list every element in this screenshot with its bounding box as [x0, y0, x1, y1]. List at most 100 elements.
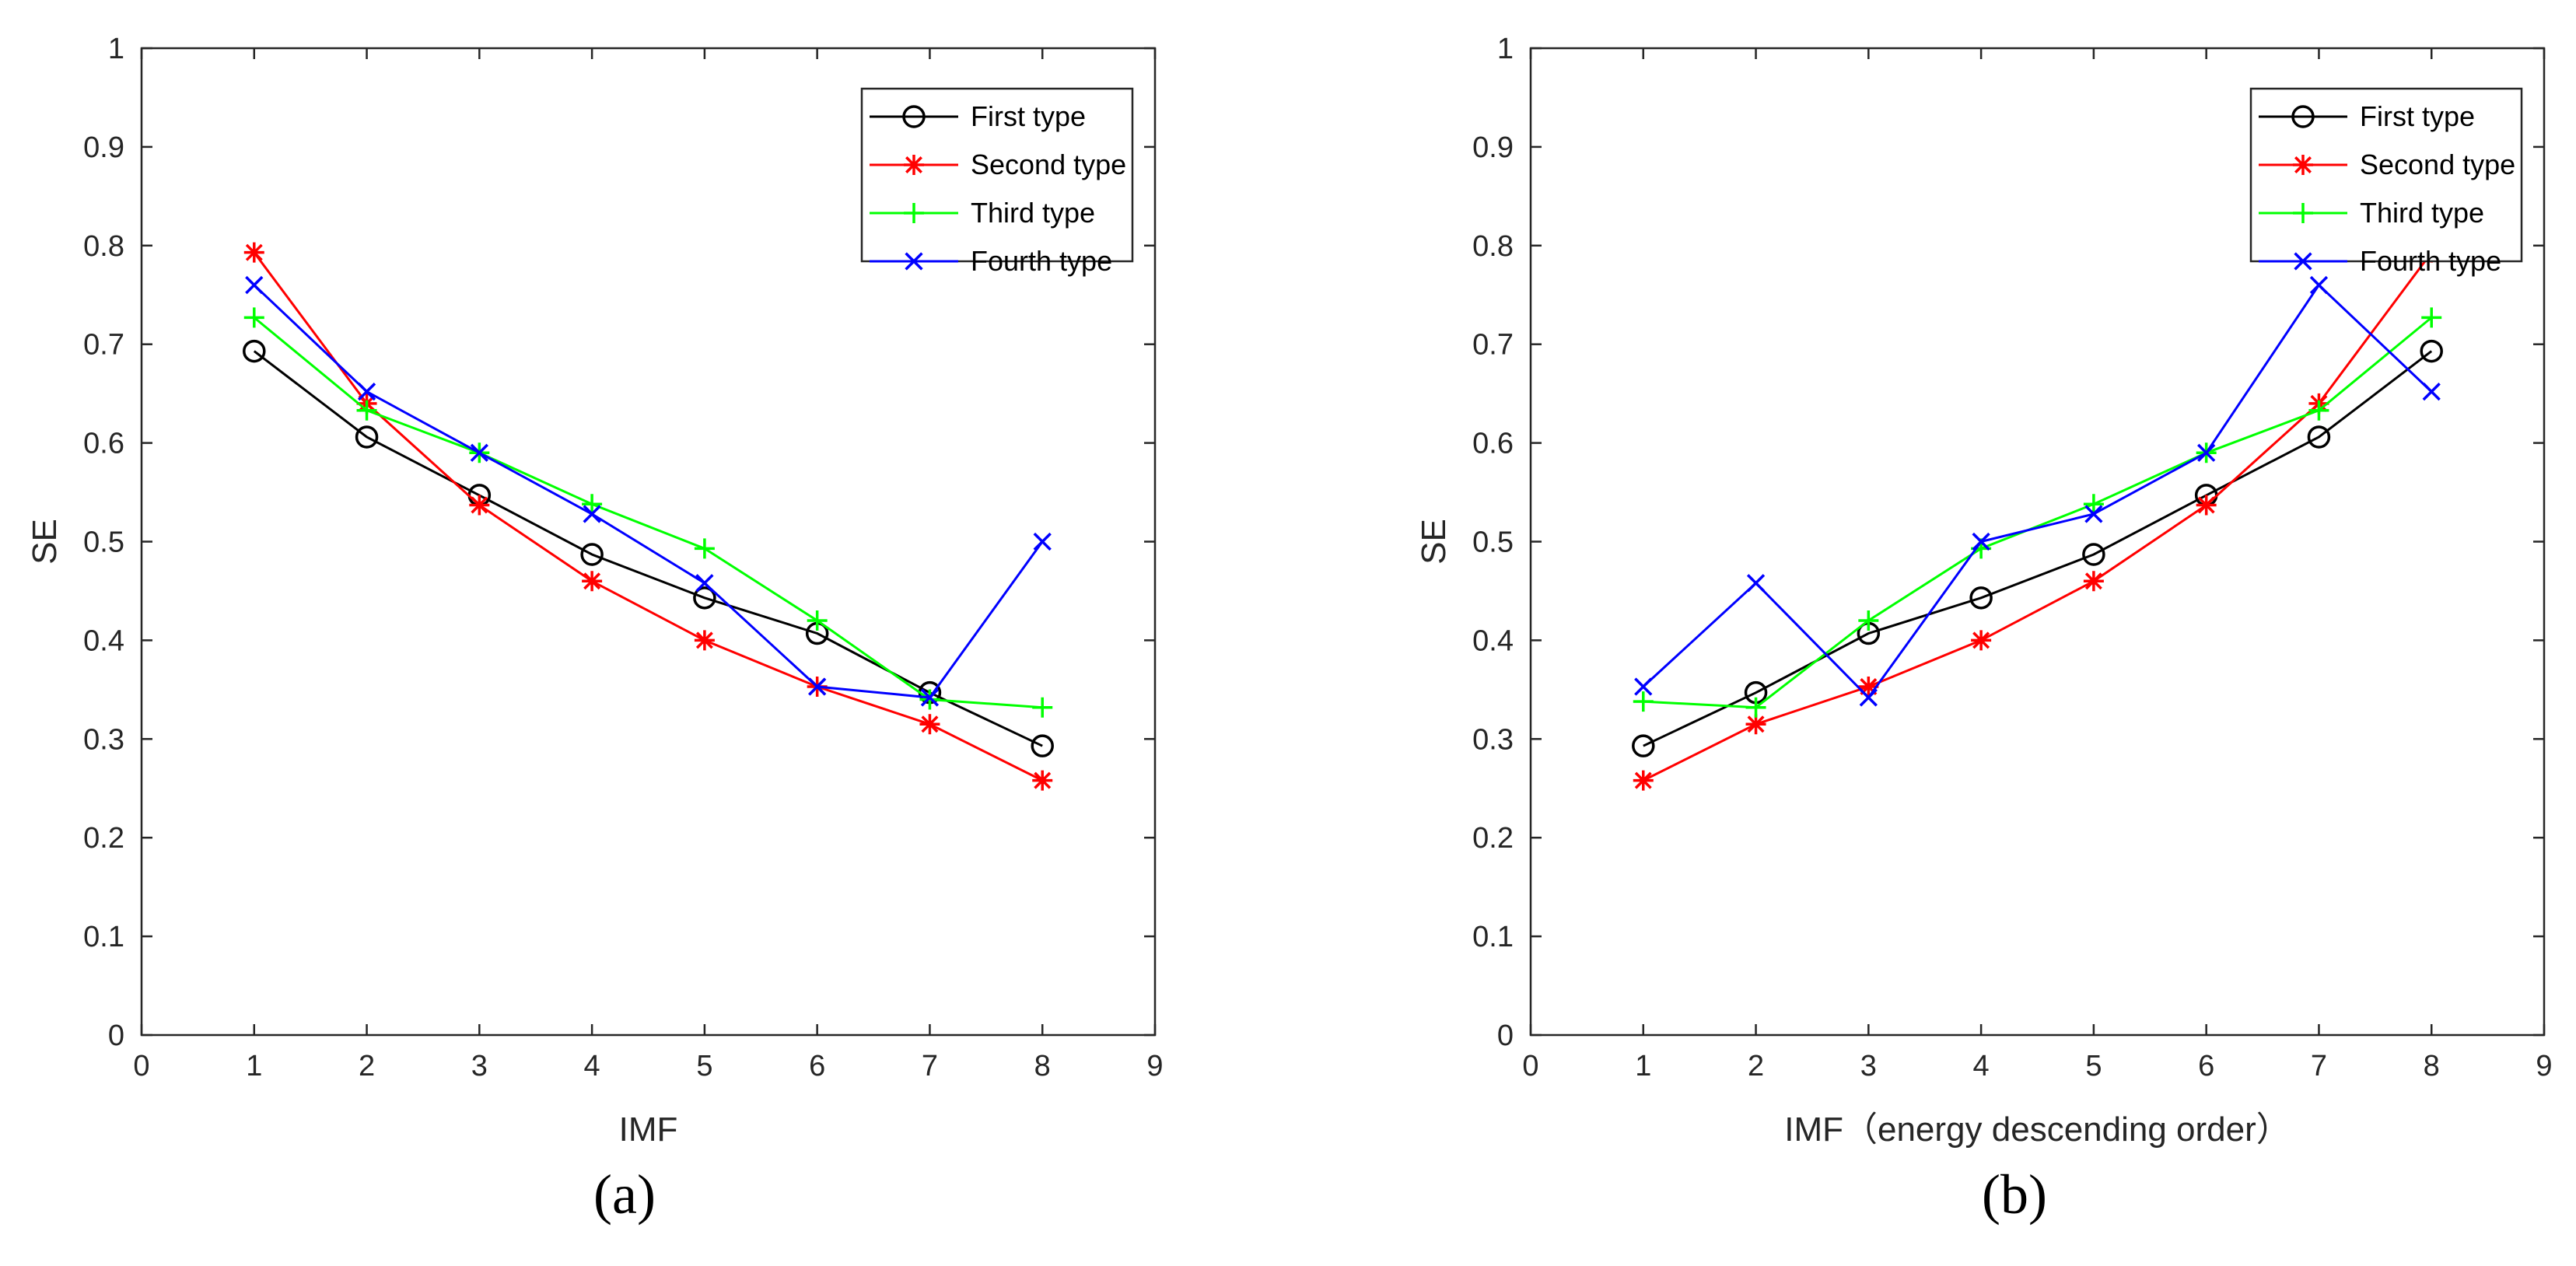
- panel-a-legend-entry-2-marker-shape: [904, 155, 924, 175]
- panel-a-xtick-label: 0: [133, 1050, 149, 1082]
- panel-b-series-fourth-type-point: [1859, 688, 1878, 707]
- panel-b-series-fourth-type-line: [1642, 283, 2433, 700]
- panel-a-series-second-type-point-shape: [919, 714, 940, 735]
- panel-a-ytick-label: 0.2: [83, 822, 124, 855]
- panel-a-series-second-type-point: [919, 714, 940, 735]
- panel-a-ytick-label: 0.3: [83, 723, 124, 756]
- panel-a-xlabel: IMF: [619, 1110, 678, 1149]
- panel-b-legend-entry-1-label: First type: [2360, 100, 2475, 132]
- panel-b-xtick-label: 7: [2311, 1050, 2327, 1082]
- panel-a-series-fourth-type-point: [245, 275, 264, 295]
- panel-b-legend: First type Second type Third type Fourth ty…: [2249, 87, 2523, 277]
- panel-b-caption: (b): [1982, 1163, 2047, 1226]
- panel-b-series-second-type-point: [1971, 630, 1992, 651]
- panel-a-legend-entry-3-marker: [904, 203, 924, 223]
- panel-b-series-second-type-point: [1858, 677, 1879, 698]
- panel-a-caption: (a): [593, 1163, 656, 1226]
- panel-b-ylabel: SE: [1415, 519, 1453, 565]
- panel-b-series-second-type-point: [2083, 571, 2104, 592]
- panel-a-series-second-type-point-shape: [243, 242, 264, 263]
- panel-a-series-fourth-type-point: [920, 688, 940, 707]
- panel-b-series-fourth-type-point-shape: [1859, 688, 1878, 707]
- panel-a-ytick-label: 0.8: [83, 230, 124, 263]
- panel-b-series-third-type-point: [1745, 697, 1766, 718]
- panel-b-legend-entry-4-marker-shape: [2294, 252, 2312, 271]
- panel-a-xtick-label: 2: [359, 1050, 375, 1082]
- panel-a-series-second-type-point: [243, 242, 264, 263]
- panel-a-series-second-type-point: [582, 571, 603, 592]
- panel-b-series-third-type-point-shape: [2083, 494, 2104, 515]
- panel-b-series-first-type-point-shape: [2307, 425, 2331, 449]
- panel-b-series-fourth-type-point: [1634, 677, 1653, 696]
- panel-a-series-third-type-point: [356, 400, 377, 421]
- panel-a-ytick-label: 0.7: [83, 329, 124, 362]
- panel-a-legend-entry-4-marker-shape: [905, 252, 923, 271]
- panel-a-series-first-type-point-shape: [1031, 734, 1054, 757]
- panel-b-series-fourth-type-point-shape: [2422, 382, 2441, 401]
- panel-b-series-fourth-type-point: [2084, 505, 2103, 523]
- panel-a-series-first-type-point-shape: [693, 586, 716, 610]
- panel-b-legend-entry-4-label: Fourth type: [2360, 245, 2501, 277]
- panel-a-series-fourth-type-point-shape: [245, 275, 264, 295]
- panel-b-series-third-type-point-shape: [1858, 610, 1879, 631]
- panel-a-series-first-type-point-shape: [355, 425, 379, 449]
- panel-a-legend-entry-4: Fourth type: [870, 245, 1112, 277]
- panel-b-series-first-type-point-shape: [1632, 734, 1655, 757]
- panel-b-series-third-type: [1633, 307, 2442, 718]
- panel-a-legend-entry-4-marker: [905, 252, 923, 271]
- panel-a-series-third-type-point-shape: [582, 494, 603, 515]
- panel-b-legend-entry-3-marker: [2293, 203, 2313, 223]
- panel-b-series-first-type-point-shape: [2420, 339, 2443, 363]
- panel-a-legend-entry-3: Third type: [870, 197, 1095, 229]
- panel-a-series-fourth-type-point-shape: [808, 677, 827, 696]
- panel-a-series-fourth-type-point: [470, 443, 488, 462]
- panel-a-series-third-type-point: [243, 307, 264, 328]
- panel-a-series-fourth-type-point: [583, 505, 601, 523]
- panel-a-series-fourth-type-point-shape: [695, 574, 714, 593]
- panel-a-ytick-label: 0.9: [83, 131, 124, 164]
- panel-b-series-third-type-point: [1633, 691, 1654, 712]
- panel-b-series-third-type-point-shape: [1745, 697, 1766, 718]
- panel-a-legend-entry-2-marker: [904, 155, 924, 175]
- panel-a-series-third-type-point: [919, 689, 940, 710]
- panel-b-series-fourth-type-point: [1972, 532, 1990, 551]
- panel-b-xtick-label: 9: [2536, 1050, 2552, 1082]
- panel-a-xtick-label: 5: [696, 1050, 712, 1082]
- panel-a-series-fourth-type-point: [357, 382, 376, 401]
- panel-a-series-second-type-point: [694, 630, 715, 651]
- panel-b-legend-entry-2: Second type: [2259, 149, 2515, 180]
- panel-b-series-first-type-point-shape: [1969, 586, 1993, 610]
- panel-b-ytick-label: 0.2: [1472, 822, 1514, 855]
- panel-b-series-fourth-type-point: [2422, 382, 2441, 401]
- panel-a-series-third-type-point: [1032, 697, 1053, 718]
- panel-b-ytick-label: 0.8: [1472, 230, 1514, 263]
- panel-b-series-first-type-point: [2082, 543, 2105, 566]
- panel-a-legend-entry-1: First type: [870, 100, 1086, 132]
- panel-b-series-second-type-point-shape: [2196, 495, 2217, 516]
- panel-a-series-fourth-type-line: [253, 284, 1044, 699]
- panel-b-xtick-label: 3: [1860, 1050, 1877, 1082]
- panel-b-series-second-type-point-shape: [1858, 677, 1879, 698]
- panel-b-ytick-label: 0.4: [1472, 624, 1514, 657]
- panel-a-series-second-type-line: [253, 251, 1043, 782]
- panel-b-series-fourth-type-point: [2197, 443, 2216, 462]
- panel-b-legend-entry-3-marker-shape: [2293, 203, 2313, 223]
- panel-a-series-second-type-point-shape: [1032, 770, 1053, 791]
- panel-b-xtick-label: 1: [1635, 1050, 1651, 1082]
- panel-a-series-third-type-point-shape: [919, 689, 940, 710]
- panel-a-series-first-type-point: [580, 543, 604, 566]
- panel-a-series-third-type-point-shape: [807, 610, 828, 631]
- panel-b-legend-entry-2-marker: [2293, 155, 2313, 175]
- panel-a-series-fourth-type-point: [1033, 532, 1052, 551]
- panel-a-xtick-label: 4: [584, 1050, 600, 1082]
- panel-b-series-third-type-point: [2421, 307, 2442, 328]
- panel-a-legend: First type Second type Third type Fourth ty…: [860, 87, 1134, 277]
- panel-b-series-second-type-point: [1745, 714, 1766, 735]
- panel-b-ytick-label: 0.7: [1472, 329, 1514, 362]
- panel-a-ylabel: SE: [26, 519, 64, 565]
- panel-a-series-third-type-point-shape: [356, 400, 377, 421]
- panel-a-series-third-type-line: [253, 316, 1043, 709]
- panel-b-series-third-type-point-shape: [2421, 307, 2442, 328]
- panel-a-series-third-type-point: [694, 538, 715, 559]
- panel-b-series-second-type-point-shape: [1971, 630, 1992, 651]
